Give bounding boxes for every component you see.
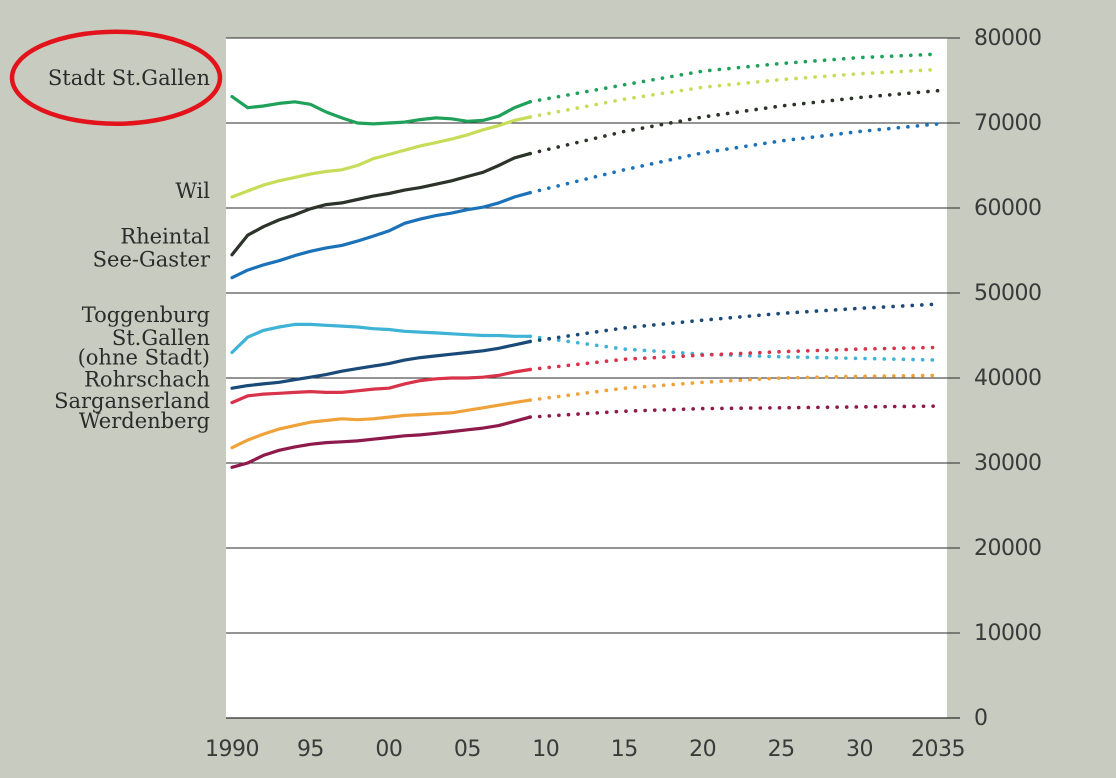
series-label: Werdenberg bbox=[79, 409, 210, 433]
y-tick-label: 30000 bbox=[974, 451, 1042, 476]
x-tick-label: 00 bbox=[375, 737, 402, 762]
series-projection-line bbox=[528, 404, 940, 419]
series-group bbox=[230, 373, 940, 450]
series-line bbox=[230, 367, 532, 405]
series-label: Sarganserland bbox=[54, 389, 210, 413]
y-tick-label: 80000 bbox=[974, 26, 1042, 51]
series-label: (ohne Stadt) bbox=[78, 345, 210, 369]
y-tick-label: 50000 bbox=[974, 281, 1042, 306]
series-group bbox=[230, 345, 940, 405]
x-tick-label: 10 bbox=[532, 737, 559, 762]
x-tick-label: 1990 bbox=[205, 737, 259, 762]
y-tick-label: 60000 bbox=[974, 196, 1042, 221]
series-line bbox=[230, 322, 532, 355]
series-projection-line bbox=[528, 52, 940, 104]
series-label: Rheintal bbox=[120, 225, 210, 249]
series-group bbox=[230, 67, 940, 199]
series-projection-line bbox=[528, 345, 940, 372]
x-tick-label: 25 bbox=[768, 737, 795, 762]
series-line bbox=[230, 95, 532, 126]
y-axis-ticks: 0 10000 20000 30000 40000 50000 60000 70000 8000… bbox=[974, 26, 1042, 731]
series-projection-line bbox=[528, 67, 940, 119]
series-group bbox=[230, 122, 940, 280]
gridlines bbox=[226, 37, 960, 719]
series-line bbox=[230, 152, 532, 257]
x-tick-label: 05 bbox=[454, 737, 481, 762]
x-axis-ticks: 1990 95 00 05 10 15 20 25 30 2035 bbox=[205, 737, 966, 762]
series-line bbox=[230, 339, 532, 390]
series-projection-line bbox=[528, 334, 940, 362]
series-line bbox=[230, 115, 532, 199]
series-line bbox=[230, 415, 532, 469]
series-group bbox=[230, 52, 940, 126]
x-tick-label: 15 bbox=[611, 737, 638, 762]
y-tick-label: 0 bbox=[974, 706, 988, 731]
series-projection-line bbox=[528, 302, 940, 344]
series-label: Wil bbox=[175, 179, 210, 203]
x-tick-label: 2035 bbox=[911, 737, 965, 762]
y-tick-label: 70000 bbox=[974, 111, 1042, 136]
series-group bbox=[230, 88, 940, 257]
series-group bbox=[230, 302, 940, 390]
x-tick-label: 95 bbox=[297, 737, 324, 762]
x-tick-label: 20 bbox=[689, 737, 716, 762]
series-line bbox=[230, 191, 532, 280]
series-label: Toggenburg bbox=[82, 303, 210, 327]
series-line bbox=[230, 398, 532, 450]
series-label: Stadt St.Gallen bbox=[48, 66, 210, 90]
series-label: St.Gallen bbox=[112, 326, 210, 350]
series-lines bbox=[230, 52, 940, 469]
series-label: Rohrschach bbox=[84, 368, 210, 392]
y-tick-label: 10000 bbox=[974, 621, 1042, 646]
y-tick-label: 20000 bbox=[974, 536, 1042, 561]
series-group bbox=[230, 322, 940, 362]
y-tick-label: 40000 bbox=[974, 366, 1042, 391]
series-group bbox=[230, 404, 940, 469]
highlight-circle bbox=[9, 29, 223, 126]
series-label: See-Gaster bbox=[93, 248, 211, 272]
x-tick-label: 30 bbox=[846, 737, 873, 762]
series-projection-line bbox=[528, 373, 940, 402]
